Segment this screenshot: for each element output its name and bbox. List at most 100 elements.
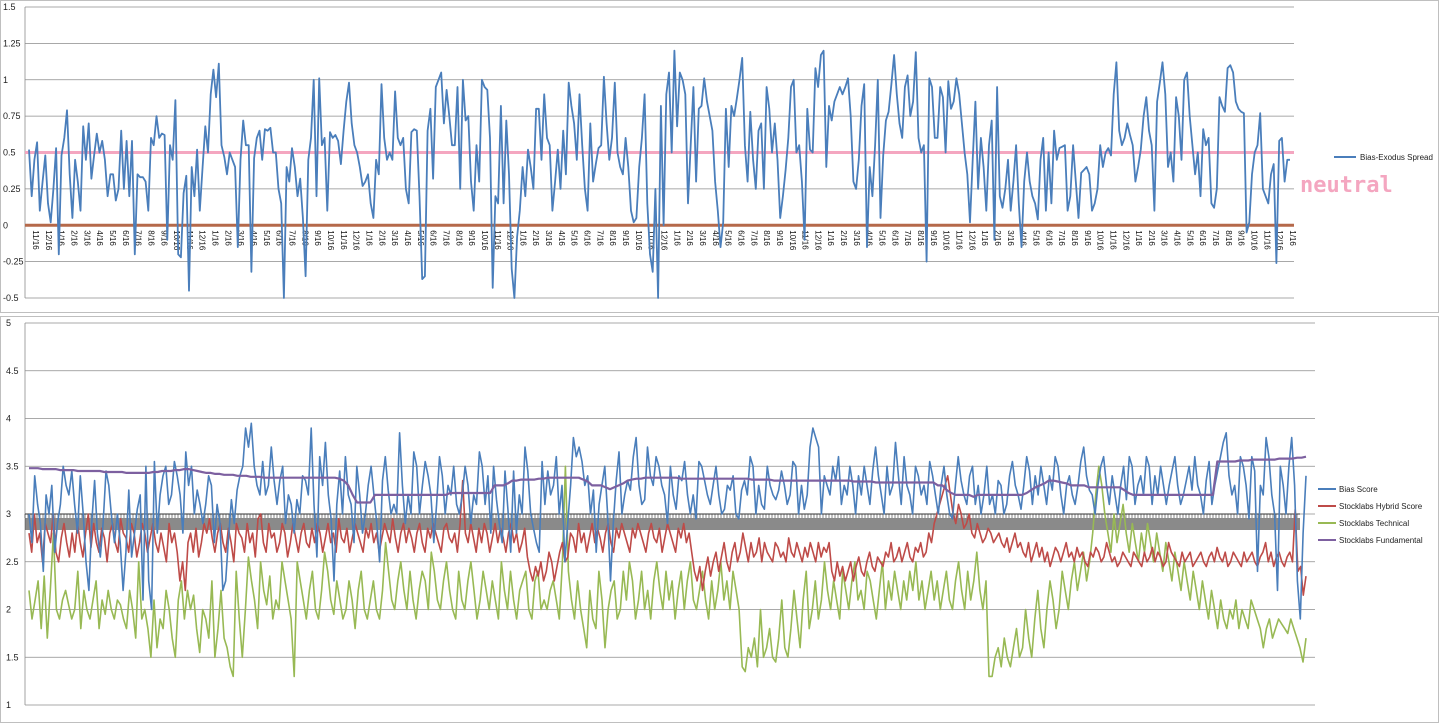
top-x-tick-label: 6/16 [275,230,284,246]
top-x-tick-label: 2/16 [993,230,1002,246]
top-x-tick-label: 6/16 [1198,230,1207,246]
top-x-tick-label: 7/16 [749,230,758,246]
top-x-tick-label: 7/16 [1057,230,1066,246]
top-x-tick-label: 6/16 [890,230,899,246]
legend-label-bias-exodus-spread: Bias-Exodus Spread [1360,153,1433,162]
bottom-y-tick-label: 1.5 [6,652,19,662]
top-x-tick-label: 6/16 [429,230,438,246]
top-x-tick-label: 4/16 [557,230,566,246]
top-x-tick-label: 9/16 [621,230,630,246]
top-x-tick-label: 8/16 [608,230,617,246]
top-x-tick-label: 3/16 [82,230,91,246]
top-x-tick-label: 4/16 [249,230,258,246]
top-x-tick-label: 9/16 [159,230,168,246]
bottom-x-tick-labels-dense [25,518,1300,530]
top-x-tick-label: 1/16 [826,230,835,246]
top-x-tick-label: 9/16 [1083,230,1092,246]
series-line-stocklabs-technical [28,465,1307,678]
top-x-tick-label: 9/16 [775,230,784,246]
bottom-legend: Bias Score Stocklabs Hybrid Score Stocklab… [1318,485,1423,545]
top-y-tick-label: 0.25 [3,184,21,194]
bottom-chart: 5 4.5 4 3.5 3 2.5 2 1.5 1 Bias Score Stocklabs Hy… [0,316,1439,723]
top-x-tick-label: 3/16 [1160,230,1169,246]
top-x-tick-label: 1/16 [57,230,66,246]
top-x-tick-label: 6/16 [736,230,745,246]
bottom-series [28,422,1307,678]
bottom-y-axis: 5 4.5 4 3.5 3 2.5 2 1.5 1 [6,318,19,710]
top-legend: Bias-Exodus Spread [1334,153,1433,162]
top-x-tick-label: 8/16 [146,230,155,246]
top-x-tick-label: 5/16 [108,230,117,246]
top-x-tick-label: 10/16 [788,230,797,251]
top-x-tick-label: 12/16 [967,230,976,251]
top-x-tick-label: 12/16 [44,230,53,251]
top-x-tick-label: 11/16 [1262,230,1271,250]
top-x-tick-label: 5/16 [570,230,579,246]
top-x-tick-label: 11/16 [647,230,656,250]
top-x-tick-label: 12/16 [813,230,822,251]
top-x-tick-label: 11/16 [493,230,502,250]
series-line-bias-exodus-spread [28,49,1290,299]
legend-label-stocklabs-fundamental: Stocklabs Fundamental [1339,536,1423,545]
top-y-axis: 1.5 1.25 1 0.75 0.5 0.25 0 -0.25 -0.5 [3,2,24,303]
top-x-tick-label: 9/16 [313,230,322,246]
top-x-tick-label: 1/16 [211,230,220,246]
top-x-tick-label: 10/16 [634,230,643,251]
top-chart-border [0,0,1439,313]
top-x-tick-label: 1/16 [1134,230,1143,246]
top-x-tick-label: 11/16 [339,230,348,250]
top-x-tick-label: 12/16 [352,230,361,251]
top-x-tick-label: 2/16 [223,230,232,246]
top-y-tick-label: 0.5 [3,148,16,158]
top-x-tick-label: 2/16 [377,230,386,246]
top-x-tick-label: 1/16 [364,230,373,246]
top-y-tick-label: 0.75 [3,111,21,121]
bottom-y-tick-label: 2.5 [6,557,19,567]
top-x-tick-label: 6/16 [121,230,130,246]
bottom-y-tick-label: 3 [6,509,11,519]
top-y-tick-label: -0.25 [3,257,24,267]
top-x-tick-label: 1/16 [518,230,527,246]
top-x-tick-label: 7/16 [288,230,297,246]
legend-label-stocklabs-technical: Stocklabs Technical [1339,519,1409,528]
top-x-tick-label: 8/16 [762,230,771,246]
neutral-annotation: neutral [1300,173,1393,198]
top-x-tick-label: 8/16 [454,230,463,246]
legend-label-bias-score: Bias Score [1339,485,1378,494]
top-x-tick-label: 5/16 [878,230,887,246]
bottom-y-tick-label: 4.5 [6,366,19,376]
top-x-tick-label: 2/16 [1147,230,1156,246]
top-x-tick-label: 12/16 [660,230,669,251]
bottom-y-tick-label: 1 [6,700,11,710]
top-x-tick-label: 4/16 [1019,230,1028,246]
top-x-tick-label: 3/16 [390,230,399,246]
top-x-tick-label: 5/16 [1185,230,1194,246]
top-x-tick-label: 3/16 [852,230,861,246]
top-x-tick-label: 3/16 [236,230,245,246]
top-x-tick-label: 10/16 [1096,230,1105,251]
top-x-tick-label: 9/16 [929,230,938,246]
top-x-tick-label: 3/16 [698,230,707,246]
top-x-tick-label: 11/16 [955,230,964,250]
top-x-tick-label: 4/16 [95,230,104,246]
bottom-y-tick-label: 2 [6,605,11,615]
top-x-tick-label: 9/16 [1237,230,1246,246]
top-y-tick-label: 1.25 [3,38,21,48]
top-x-tick-label: 9/16 [467,230,476,246]
bottom-y-tick-label: 5 [6,318,11,328]
top-x-tick-label: 8/16 [916,230,925,246]
top-x-tick-label: 10/16 [942,230,951,251]
top-x-tick-label: 10/16 [326,230,335,251]
top-y-tick-label: 0 [3,220,8,230]
top-x-tick-label: 1/16 [1288,230,1297,246]
top-x-tick-label: 2/16 [839,230,848,246]
top-x-tick-label: 11/16 [1108,230,1117,250]
top-x-tick-label: 4/16 [711,230,720,246]
top-x-tick-label: 4/16 [403,230,412,246]
top-x-tick-label: 8/16 [300,230,309,246]
series-line-bias-score [28,422,1307,620]
top-x-tick-label: 12/16 [1121,230,1130,251]
top-x-tick-label: 7/16 [903,230,912,246]
top-x-tick-label: 6/16 [583,230,592,246]
top-x-tick-label: 5/16 [724,230,733,246]
